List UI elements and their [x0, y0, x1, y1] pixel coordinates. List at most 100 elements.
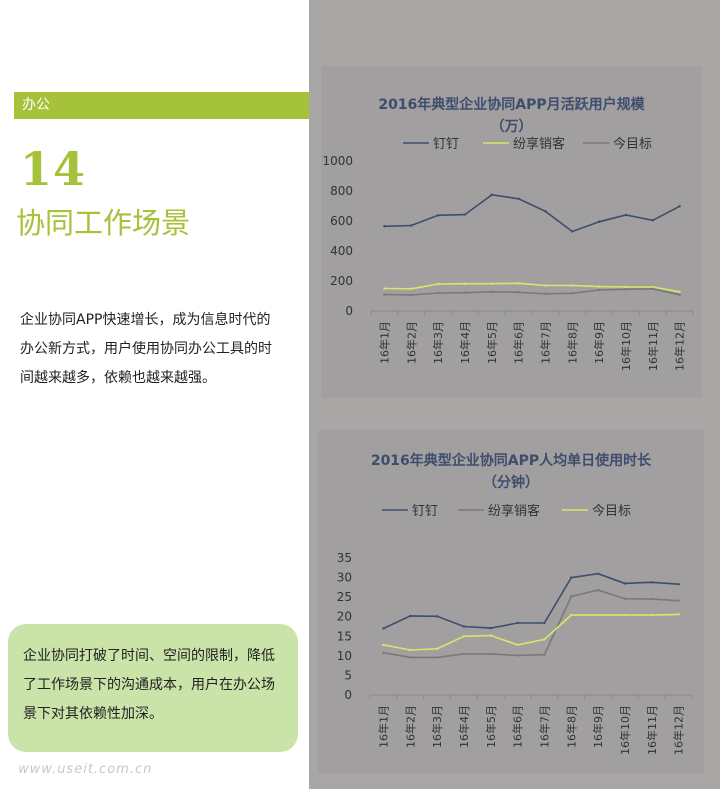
data-point-1-2-10: [650, 613, 653, 617]
x-tick-label-1-4: 16年5月: [484, 705, 498, 748]
data-point-1-0-7: [570, 576, 573, 579]
data-point-0-0-8: [597, 220, 601, 223]
legend-label-1-0: 钉钉: [412, 504, 438, 519]
intro-text: 企业协同APP快速增长，成为信息时代的办公新方式，用户使用协同办公工具的时间越来…: [20, 312, 272, 386]
x-tick-label-1-0: 16年1月: [376, 705, 390, 748]
x-tick-label-0-3: 16年4月: [458, 321, 472, 364]
y-tick-label-1-5: 25: [337, 590, 352, 604]
y-tick-label-1-3: 15: [337, 629, 352, 643]
data-point-1-1-7: [570, 595, 573, 598]
data-point-0-1-1: [410, 287, 413, 290]
data-point-0-0-1: [410, 224, 413, 227]
data-point-0-2-0: [383, 293, 386, 296]
data-point-0-2-11: [678, 293, 681, 296]
x-tick-label-1-5: 16年6月: [511, 705, 525, 748]
data-point-1-1-8: [596, 588, 600, 592]
y-tick-label-0-3: 600: [330, 214, 353, 228]
data-point-0-1-0: [383, 287, 386, 290]
data-point-0-2-4: [490, 290, 493, 293]
page-title: 协同工作场景: [16, 206, 191, 240]
data-point-1-0-4: [489, 626, 492, 630]
x-tick-label-1-1: 16年2月: [403, 705, 417, 748]
data-point-0-2-6: [544, 292, 547, 295]
data-point-1-2-11: [677, 613, 680, 616]
data-point-1-2-3: [462, 635, 466, 638]
data-point-1-2-2: [435, 647, 439, 651]
chart-mau-svg: 钉钉 纷享销客 今目标 0 200 400 600 800 1000 16年1月 16年2月 16年3…: [322, 136, 694, 371]
data-point-0-0-7: [571, 230, 574, 233]
chart-title-duration: 2016年典型企业协同APP人均单日使用时长 （分钟）: [318, 450, 704, 494]
y-tick-label-1-2: 10: [337, 649, 352, 663]
data-point-0-0-2: [436, 214, 440, 217]
y-tick-label-1-1: 5: [344, 668, 352, 682]
data-point-0-0-9: [624, 213, 628, 217]
legend-label-1-1: 纷享销客: [488, 503, 540, 519]
data-point-0-1-8: [597, 285, 601, 288]
x-tick-label-1-3: 16年4月: [457, 705, 471, 748]
x-tick-label-0-9: 16年10月: [619, 321, 633, 371]
data-point-0-2-10: [651, 287, 654, 290]
data-point-1-1-11: [677, 599, 680, 602]
data-point-1-0-1: [409, 614, 412, 618]
data-point-1-0-11: [677, 583, 680, 586]
x-tick-label-1-8: 16年9月: [591, 705, 605, 748]
data-point-1-1-2: [435, 656, 439, 659]
data-point-1-1-6: [543, 653, 546, 656]
legend-label-0-1: 纷享销客: [513, 136, 565, 152]
data-point-1-1-5: [516, 654, 519, 657]
data-point-1-2-1: [409, 648, 412, 652]
data-point-0-2-5: [517, 291, 520, 294]
y-tick-label-1-4: 20: [337, 610, 352, 624]
data-point-1-2-8: [596, 613, 600, 617]
data-point-1-1-0: [382, 651, 385, 654]
data-point-0-1-3: [463, 282, 467, 285]
chart-title-duration-line1: 2016年典型企业协同APP人均单日使用时长: [370, 453, 652, 469]
data-point-0-0-10: [651, 219, 654, 222]
data-point-1-0-6: [543, 621, 546, 625]
callout-text: 企业协同打破了时间、空间的限制，降低了工作场景下的沟通成本，用户在办公场景下对其…: [23, 648, 275, 722]
data-point-1-2-6: [543, 638, 546, 641]
y-tick-label-0-2: 400: [330, 244, 353, 258]
x-tick-label-0-5: 16年6月: [512, 321, 526, 364]
data-point-1-2-5: [516, 643, 519, 647]
data-point-0-1-4: [490, 282, 493, 285]
x-tick-label-0-4: 16年5月: [485, 321, 499, 364]
x-tick-label-0-10: 16年11月: [646, 321, 660, 371]
data-point-1-1-3: [462, 652, 466, 656]
data-point-1-0-8: [596, 572, 600, 575]
data-point-0-0-4: [490, 193, 493, 196]
data-point-1-2-7: [570, 613, 573, 617]
data-point-1-1-4: [489, 652, 492, 656]
x-tick-label-1-6: 16年7月: [537, 705, 551, 748]
data-point-0-1-9: [624, 285, 628, 289]
data-point-0-2-9: [624, 288, 628, 291]
chart-duration-svg: 钉钉 纷享销客 今目标 0 5 10 15 20 25 30 35 16年1月 16年2月 16年3月 16…: [337, 503, 693, 755]
series-line-0-0: [384, 193, 680, 233]
data-point-1-1-10: [650, 597, 653, 601]
y-tick-label-0-1: 200: [330, 274, 353, 288]
data-point-0-1-7: [571, 284, 574, 287]
series-line-0-2: [384, 287, 680, 296]
data-point-0-1-11: [678, 290, 681, 293]
x-tick-label-0-8: 16年9月: [592, 321, 606, 364]
data-point-1-2-4: [489, 634, 492, 637]
data-point-0-1-10: [651, 285, 654, 289]
y-tick-label-1-0: 0: [344, 688, 352, 702]
y-tick-label-0-0: 0: [345, 304, 353, 318]
data-point-1-0-2: [435, 615, 439, 618]
data-point-0-0-5: [517, 197, 520, 200]
data-point-0-0-6: [544, 210, 547, 213]
data-point-0-2-7: [571, 292, 574, 295]
data-point-0-0-0: [383, 225, 386, 228]
data-point-0-2-3: [463, 291, 467, 294]
x-tick-label-0-1: 16年2月: [404, 321, 418, 364]
legend-label-0-2: 今目标: [613, 136, 652, 152]
x-tick-label-1-9: 16年10月: [618, 705, 632, 755]
x-tick-label-0-0: 16年1月: [377, 321, 391, 364]
data-point-0-2-1: [410, 293, 413, 297]
series-line-1-0: [383, 572, 679, 630]
chart-title-mau-line1: 2016年典型企业协同APP月活跃用户规模: [378, 97, 645, 113]
data-point-0-1-5: [517, 282, 520, 285]
x-tick-label-0-6: 16年7月: [538, 321, 552, 364]
data-point-1-0-0: [382, 627, 385, 630]
